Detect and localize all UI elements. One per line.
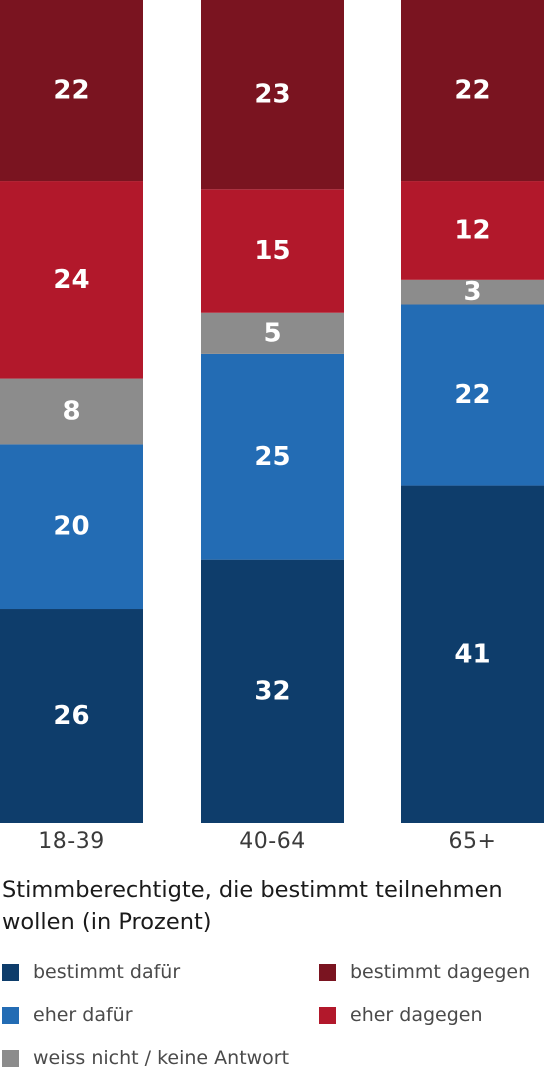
- data-label-40-64-2: 5: [263, 318, 281, 348]
- legend-label: weiss nicht / keine Antwort: [33, 1047, 290, 1069]
- legend-item: eher dafür: [2, 1002, 133, 1028]
- legend-label: bestimmt dagegen: [350, 961, 531, 983]
- bar-segment-65+-3: [401, 181, 544, 280]
- data-label-18-39-4: 22: [53, 76, 89, 106]
- chart-caption: Stimmberechtigte, die bestimmt teilnehme…: [2, 877, 503, 935]
- stacked-bar-chart: 26 20 8 24 22 32 25 5 15 23 41 22 3 12 22 18-39 40-64 65…: [0, 0, 544, 854]
- bar-segment-65+-0: [401, 485, 544, 823]
- data-label-18-39-1: 20: [53, 512, 89, 542]
- data-label-40-64-0: 32: [254, 676, 290, 706]
- data-label-40-64-3: 15: [254, 236, 290, 266]
- legend-swatch: [2, 1006, 19, 1024]
- legend-label: eher dagegen: [350, 1004, 483, 1026]
- bar-segment-18-39-4: [0, 0, 143, 182]
- legend-label: bestimmt dafür: [33, 961, 181, 983]
- bar-segment-18-39-0: [0, 609, 143, 823]
- category-label-18-39: 18-39: [38, 829, 104, 854]
- bar-segment-65+-1: [401, 304, 544, 486]
- data-label-18-39-2: 8: [62, 397, 80, 427]
- category-label-65+: 65+: [449, 829, 497, 854]
- legend-label: eher dafür: [33, 1004, 133, 1026]
- bar-segment-40-64-0: [201, 559, 344, 823]
- bar-segment-65+-4: [401, 0, 544, 182]
- legend-swatch: [2, 963, 19, 981]
- data-label-18-39-3: 24: [53, 265, 89, 295]
- data-label-65+-1: 22: [454, 380, 490, 410]
- legend-item: bestimmt dagegen: [319, 959, 530, 985]
- bars-group: [0, 0, 544, 823]
- data-labels-group: 26 20 8 24 22 32 25 5 15 23 41 22 3 12 22: [53, 76, 490, 731]
- data-label-65+-2: 3: [463, 277, 481, 307]
- legend-swatch: [2, 1049, 19, 1067]
- legend-item: weiss nicht / keine Antwort: [2, 1045, 289, 1071]
- data-label-65+-4: 22: [454, 76, 490, 106]
- bar-segment-18-39-2: [0, 378, 143, 445]
- legend-item: eher dagegen: [319, 1002, 483, 1028]
- bar-segment-18-39-3: [0, 181, 143, 379]
- legend-swatch: [319, 963, 336, 981]
- bar-segment-65+-2: [401, 279, 544, 305]
- bar-segment-40-64-4: [201, 0, 344, 190]
- data-label-65+-0: 41: [454, 639, 490, 669]
- bar-segment-40-64-2: [201, 312, 344, 354]
- data-label-18-39-0: 26: [53, 701, 89, 731]
- category-label-40-64: 40-64: [239, 829, 305, 854]
- bar-segment-40-64-1: [201, 353, 344, 560]
- legend-item: bestimmt dafür: [2, 959, 180, 985]
- data-label-40-64-1: 25: [254, 442, 290, 472]
- bar-segment-18-39-1: [0, 444, 143, 610]
- data-label-65+-3: 12: [454, 215, 490, 245]
- data-label-40-64-4: 23: [254, 80, 290, 110]
- category-labels-group: 18-39 40-64 65+: [38, 829, 496, 854]
- legend-swatch: [319, 1006, 336, 1024]
- bar-segment-40-64-3: [201, 189, 344, 313]
